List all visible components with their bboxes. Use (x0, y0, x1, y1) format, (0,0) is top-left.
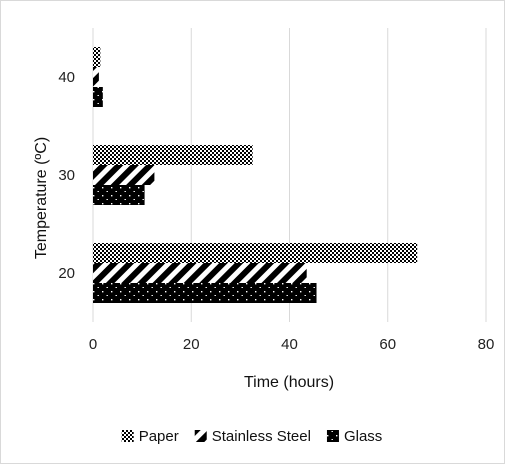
legend-swatch-paper (121, 430, 134, 442)
bar-stainless-steel-30 (93, 165, 155, 185)
bar-stainless-steel-40 (93, 67, 99, 87)
x-tick-labels: 0 20 40 60 80 (89, 336, 495, 353)
legend-item-stainless-steel: Stainless Steel (194, 428, 311, 445)
y-tick-30: 30 (58, 167, 75, 184)
bar-glass-30 (93, 185, 145, 205)
bars (93, 47, 418, 303)
bar-paper-40 (93, 47, 101, 67)
legend: Paper Stainless Steel Glass (121, 428, 382, 445)
y-axis-title: Temperature (ºC) (33, 137, 50, 259)
legend-label-glass: Glass (344, 428, 382, 445)
y-tick-20: 20 (58, 265, 75, 282)
x-tick-20: 20 (183, 336, 200, 353)
x-tick-80: 80 (478, 336, 495, 353)
legend-item-glass: Glass (326, 428, 382, 445)
bar-glass-40 (93, 87, 103, 107)
x-tick-60: 60 (379, 336, 396, 353)
x-axis-title: Time (hours) (244, 374, 334, 391)
bar-paper-20 (93, 243, 418, 263)
bar-glass-20 (93, 283, 317, 303)
x-tick-0: 0 (89, 336, 97, 353)
legend-swatch-glass (326, 430, 339, 442)
legend-label-paper: Paper (139, 428, 179, 445)
legend-item-paper: Paper (121, 428, 179, 445)
y-tick-40: 40 (58, 69, 75, 86)
x-tick-40: 40 (281, 336, 298, 353)
y-tick-labels: 20 30 40 (58, 69, 75, 282)
legend-label-stainless-steel: Stainless Steel (212, 428, 311, 445)
bar-stainless-steel-20 (93, 263, 307, 283)
legend-swatch-stainless-steel (194, 430, 207, 442)
bar-paper-30 (93, 145, 253, 165)
